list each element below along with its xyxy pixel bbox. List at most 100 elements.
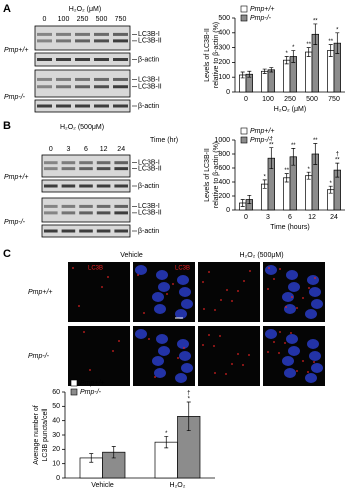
genotype-label: Pmp+/+ (4, 47, 29, 54)
puncta (214, 309, 216, 311)
significance: * (286, 51, 289, 57)
x-tick-label: 250 (284, 96, 296, 103)
error-bar (291, 50, 296, 63)
nucleus (175, 373, 187, 383)
band (44, 161, 58, 165)
y-tick-label: 30 (52, 432, 60, 439)
x-tick-label: Vehicle (91, 482, 114, 489)
nucleus (286, 334, 298, 344)
bar (267, 69, 275, 93)
nucleus (154, 304, 166, 314)
band-label: LC3B-I (138, 203, 160, 210)
puncta (202, 281, 204, 283)
band (114, 229, 128, 233)
band-label: β-actin (138, 183, 159, 190)
genotype-label: Pmp-/- (4, 219, 26, 226)
legend-label: Pmp-/- (80, 389, 102, 396)
band (113, 58, 128, 61)
band (94, 85, 109, 89)
x-tick-label: 6 (288, 214, 292, 221)
puncta (78, 305, 80, 307)
error-bar (335, 162, 340, 178)
bar (283, 177, 291, 211)
error-bar (262, 179, 267, 189)
puncta (308, 287, 310, 289)
band (114, 204, 128, 208)
band-label: LC3B-I (138, 76, 160, 83)
error-bar (240, 71, 245, 79)
band (37, 32, 52, 36)
band (79, 229, 93, 233)
lane-label: 100 (58, 16, 70, 23)
significance: * (330, 181, 333, 187)
panel-label: A (3, 3, 11, 15)
puncta (203, 308, 205, 310)
nucleus (156, 270, 168, 280)
legend-label: Pmp+/+ (250, 6, 275, 13)
y-tick-label: 200 (218, 193, 230, 200)
y-axis-label: relative to β-actin (%) (213, 142, 220, 208)
significance: * (264, 174, 267, 180)
puncta (242, 364, 244, 366)
puncta (291, 296, 293, 298)
genotype-label: Pmp-/- (28, 353, 50, 360)
significance: * (292, 45, 295, 51)
lane-label: 250 (77, 16, 89, 23)
puncta (219, 335, 221, 337)
puncta (107, 276, 109, 278)
bar (283, 59, 291, 93)
nucleus (135, 329, 147, 339)
condition-label: H₂O₂ (500μM) (239, 252, 283, 259)
error-bar (247, 194, 252, 205)
significance: † (187, 391, 190, 397)
significance: * (188, 397, 191, 403)
error-bar (262, 68, 267, 74)
x-tick-label: 0 (244, 96, 248, 103)
band (56, 85, 71, 89)
puncta (248, 354, 250, 356)
puncta (279, 268, 281, 270)
error-bar (240, 199, 245, 207)
puncta (214, 372, 216, 374)
puncta (202, 344, 204, 346)
significance: * (336, 27, 339, 33)
band (37, 77, 52, 81)
band (44, 211, 58, 215)
band (44, 184, 58, 188)
x-tick-label: H₂O₂ (170, 482, 186, 489)
y-tick-label: 800 (218, 151, 230, 158)
x-tick-label: 24 (330, 214, 338, 221)
stain-label: LC3B (88, 266, 103, 272)
legend-swatch (240, 136, 248, 144)
puncta (273, 341, 275, 343)
band (75, 77, 90, 81)
y-axis-label: Levels of LC3B-II (204, 148, 211, 202)
nucleus (158, 282, 170, 292)
band (113, 104, 128, 108)
band (96, 204, 111, 208)
puncta (279, 331, 281, 333)
error-bar (328, 44, 333, 57)
band (96, 167, 111, 171)
band (94, 77, 109, 81)
y-tick-label: 20 (52, 446, 60, 453)
nucleus (154, 368, 166, 378)
significance: ** (328, 39, 333, 45)
nucleus (135, 265, 147, 275)
puncta (302, 297, 304, 299)
y-tick-label: 10 (52, 461, 60, 468)
error-bar (247, 70, 252, 78)
band (61, 161, 76, 165)
y-tick-label: 60 (52, 389, 60, 396)
nucleus (284, 368, 296, 378)
band (61, 184, 76, 188)
nucleus (152, 292, 164, 302)
puncta (112, 350, 114, 352)
band (61, 167, 76, 171)
band (61, 229, 76, 233)
puncta (172, 283, 174, 285)
puncta (220, 299, 222, 301)
legend-label: Pmp-/- (250, 137, 272, 144)
puncta (284, 342, 286, 344)
error-bar (284, 173, 289, 183)
